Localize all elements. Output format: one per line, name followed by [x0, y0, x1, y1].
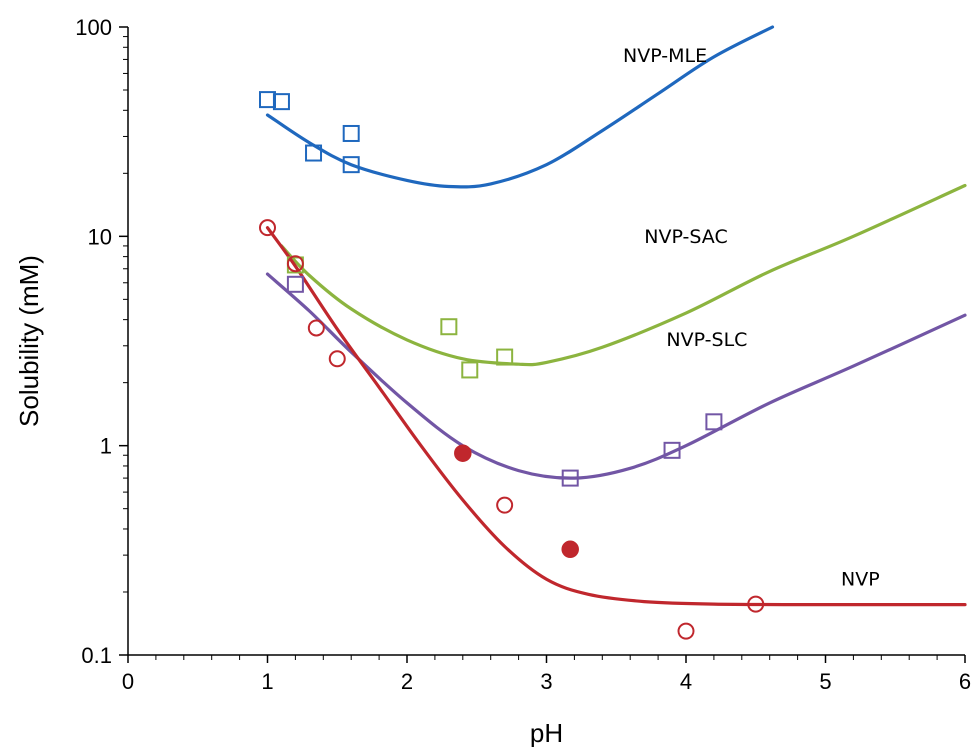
point-nvp-mle — [342, 156, 360, 174]
filled-point-nvp — [561, 540, 579, 559]
point-nvp — [677, 622, 695, 640]
point-nvp-slc — [663, 441, 681, 459]
filled-point-nvp — [454, 444, 472, 462]
axes: 0 1 2 3 4 5 6 0.1 1 10 100 — [75, 15, 971, 694]
point-nvp — [496, 496, 514, 514]
point-nvp-slc — [561, 469, 579, 487]
y-tick-label: 10 — [88, 224, 112, 249]
x-tick-label: 4 — [680, 669, 692, 694]
point-nvp — [328, 350, 346, 368]
point-nvp — [307, 319, 325, 337]
y-tick-label: 0.1 — [81, 643, 112, 668]
point-nvp-sac — [440, 318, 458, 336]
x-tick-label: 0 — [122, 669, 134, 694]
curve-nvp-slc — [265, 272, 967, 480]
series-labels: NVP-MLE NVP-SAC NVP-SLC NVP — [623, 45, 880, 590]
y-tick-label: 1 — [100, 434, 112, 459]
point-nvp-mle — [272, 93, 290, 111]
x-tick-label: 2 — [401, 669, 413, 694]
point-nvp-slc — [705, 413, 723, 431]
curve-nvp — [265, 226, 967, 607]
point-nvp-sac — [496, 348, 514, 366]
point-nvp-slc — [286, 275, 304, 293]
curve-nvp-sac — [279, 183, 967, 367]
point-nvp — [286, 255, 304, 273]
y-tick-label: 100 — [75, 15, 112, 40]
point-nvp-sac — [461, 361, 479, 379]
point-nvp — [747, 595, 765, 613]
series-label: NVP — [841, 568, 880, 590]
point-nvp-mle — [342, 124, 360, 142]
x-tick-label: 6 — [959, 669, 971, 694]
x-tick-label: 1 — [261, 669, 273, 694]
point-nvp-mle — [305, 144, 323, 162]
data-markers — [259, 91, 765, 640]
y-axis-title: Solubility (mM) — [14, 255, 44, 427]
curve-nvp-mle — [265, 25, 775, 189]
series-label: NVP-SAC — [644, 226, 727, 248]
point-nvp-mle — [259, 91, 276, 109]
series-label: NVP-SLC — [666, 329, 747, 351]
x-tick-label: 3 — [540, 669, 552, 694]
point-nvp — [259, 219, 276, 237]
series-label: NVP-MLE — [623, 45, 707, 67]
x-tick-label: 5 — [819, 669, 831, 694]
fit-curves — [265, 25, 967, 607]
x-axis-title: pH — [530, 718, 563, 747]
